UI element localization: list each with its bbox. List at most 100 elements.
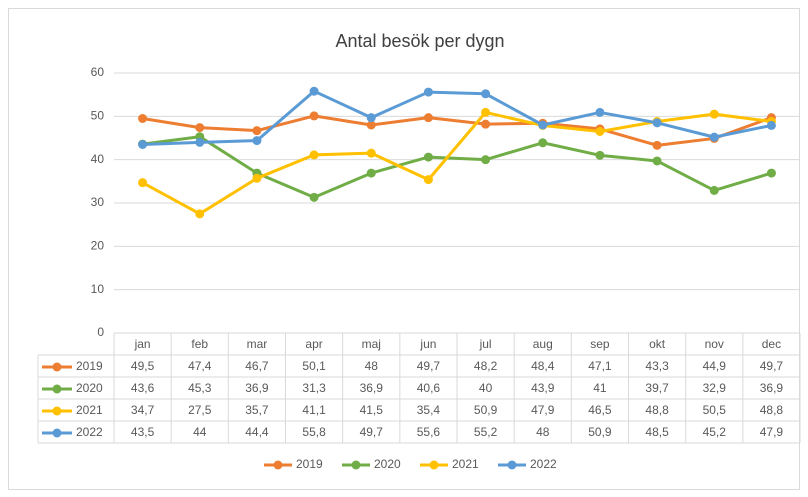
- table-legend-key: [52, 428, 62, 438]
- x-tick-label: nov: [705, 337, 724, 351]
- marker: [766, 120, 776, 130]
- legend-key: [273, 460, 283, 470]
- table-cell: 48,8: [645, 403, 669, 417]
- marker: [309, 150, 319, 160]
- table-cell: 41,5: [360, 403, 384, 417]
- marker: [766, 168, 776, 178]
- x-tick-label: mar: [247, 337, 268, 351]
- marker: [481, 107, 491, 117]
- table-cell: 43,3: [645, 359, 669, 373]
- y-tick-label: 50: [91, 109, 105, 123]
- table-cell: 43,6: [131, 381, 155, 395]
- table-cell: 36,9: [760, 381, 784, 395]
- table-cell: 49,7: [360, 425, 384, 439]
- marker: [309, 111, 319, 121]
- y-tick-label: 20: [91, 239, 105, 253]
- marker: [366, 168, 376, 178]
- table-cell: 35,4: [417, 403, 441, 417]
- marker: [538, 138, 548, 148]
- x-tick-label: okt: [649, 337, 666, 351]
- y-tick-label: 0: [97, 325, 104, 339]
- marker: [481, 119, 491, 129]
- marker: [366, 113, 376, 123]
- table-cell: 39,7: [645, 381, 669, 395]
- table-cell: 49,7: [417, 359, 441, 373]
- series-line: [141, 110, 772, 216]
- table-cell: 44,4: [245, 425, 269, 439]
- table-cell: 45,3: [188, 381, 212, 395]
- table-row-label: 2019: [76, 359, 103, 373]
- marker: [195, 209, 205, 219]
- legend-label: 2020: [374, 457, 401, 471]
- table-legend-key: [52, 406, 62, 416]
- table-cell: 27,5: [188, 403, 212, 417]
- x-tick-label: dec: [762, 337, 781, 351]
- marker: [481, 89, 491, 99]
- table-cell: 55,6: [417, 425, 441, 439]
- legend-label: 2022: [530, 457, 557, 471]
- table-legend-key: [52, 362, 62, 372]
- table-row-label: 2022: [76, 425, 103, 439]
- table-cell: 41: [593, 381, 607, 395]
- table-cell: 48,5: [645, 425, 669, 439]
- y-tick-label: 30: [91, 195, 105, 209]
- table-cell: 50,9: [474, 403, 498, 417]
- table-cell: 48,2: [474, 359, 498, 373]
- marker: [595, 150, 605, 160]
- legend-label: 2021: [452, 457, 479, 471]
- table-cell: 48: [536, 425, 550, 439]
- x-tick-label: apr: [305, 337, 322, 351]
- table-cell: 32,9: [703, 381, 727, 395]
- legend-key: [351, 460, 361, 470]
- table-cell: 46,7: [245, 359, 269, 373]
- table-cell: 45,2: [703, 425, 727, 439]
- table-cell: 40: [479, 381, 493, 395]
- chart-border: [8, 8, 800, 490]
- table-cell: 44,9: [703, 359, 727, 373]
- table-cell: 43,5: [131, 425, 155, 439]
- table-cell: 49,5: [131, 359, 155, 373]
- marker: [709, 132, 719, 142]
- marker: [138, 114, 148, 123]
- marker: [538, 120, 548, 130]
- table-cell: 41,1: [302, 403, 326, 417]
- x-tick-label: jun: [419, 337, 436, 351]
- y-tick-label: 60: [91, 65, 105, 79]
- series-line: [142, 114, 772, 147]
- marker: [595, 107, 605, 117]
- table-cell: 55,8: [302, 425, 326, 439]
- legend-key: [429, 460, 439, 470]
- table-cell: 44: [193, 425, 207, 439]
- marker: [195, 123, 205, 133]
- marker: [652, 140, 662, 150]
- x-tick-label: jul: [479, 337, 492, 351]
- table-cell: 43,9: [531, 381, 555, 395]
- marker: [252, 126, 262, 136]
- marker: [652, 156, 662, 166]
- x-tick-label: feb: [191, 337, 208, 351]
- table-legend-key: [52, 384, 62, 394]
- marker: [138, 178, 148, 188]
- y-tick-label: 10: [91, 282, 105, 296]
- marker: [423, 113, 433, 123]
- x-tick-label: jan: [134, 337, 151, 351]
- marker: [423, 152, 433, 162]
- table-cell: 50,1: [302, 359, 326, 373]
- table-cell: 47,9: [531, 403, 555, 417]
- marker: [366, 148, 376, 158]
- marker: [423, 87, 433, 97]
- marker: [709, 185, 719, 195]
- y-tick-label: 40: [91, 152, 105, 166]
- marker: [309, 86, 319, 96]
- marker: [195, 137, 205, 147]
- table-cell: 46,5: [588, 403, 612, 417]
- legend-label: 2019: [296, 457, 323, 471]
- table-cell: 55,2: [474, 425, 498, 439]
- marker: [652, 118, 662, 128]
- legend-key: [507, 460, 517, 470]
- table-cell: 50,9: [588, 425, 612, 439]
- table-cell: 50,5: [703, 403, 727, 417]
- table-row-label: 2020: [76, 381, 103, 395]
- table-cell: 31,3: [302, 381, 326, 395]
